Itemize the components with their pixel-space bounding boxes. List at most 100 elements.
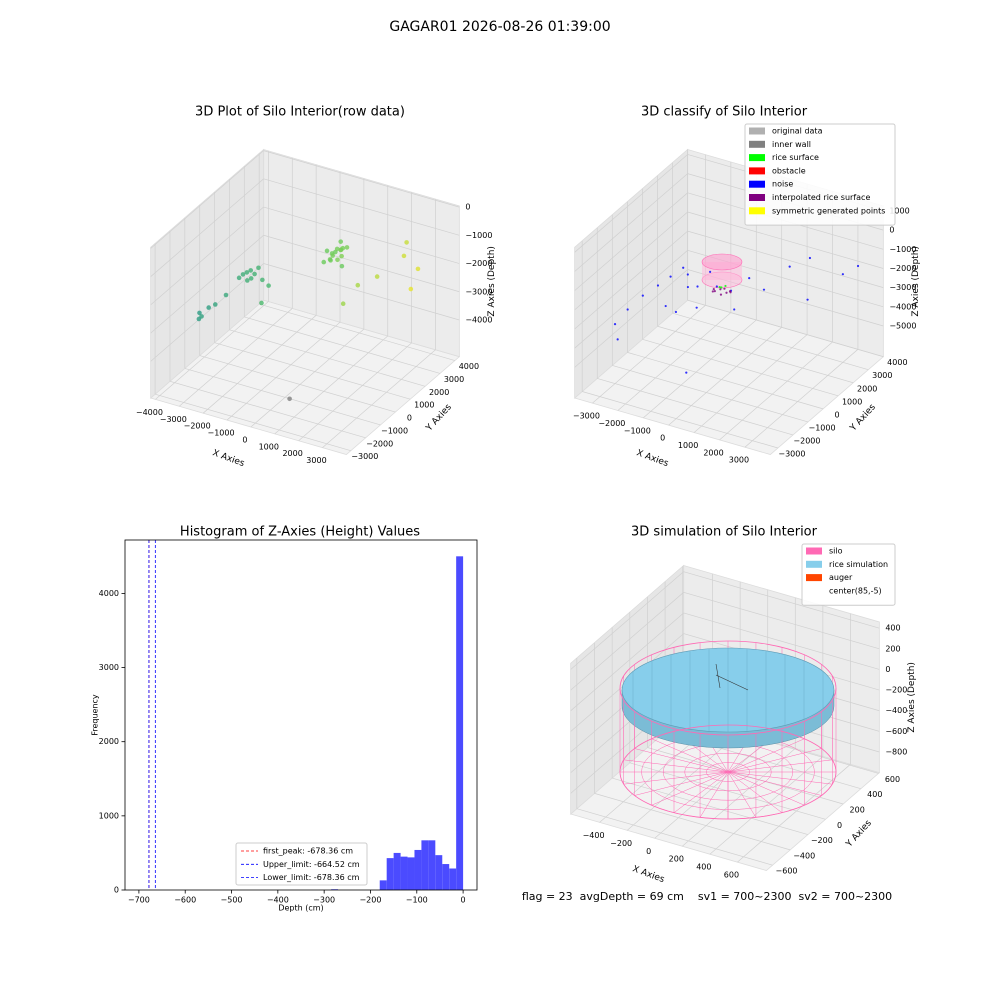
- x-tick-label: −700: [128, 896, 150, 905]
- point: [674, 310, 678, 314]
- legend-swatch: [806, 587, 822, 595]
- point: [656, 284, 660, 287]
- x-tick-label: 200: [669, 855, 684, 864]
- grid-line: [574, 250, 688, 349]
- bar: [414, 849, 422, 890]
- grid-line: [643, 319, 757, 419]
- x-tick-label: 600: [724, 871, 739, 880]
- grid-line: [179, 308, 293, 407]
- point: [245, 278, 250, 283]
- silo-spoke: [651, 738, 729, 773]
- z-tick-label: 200: [885, 644, 900, 653]
- point: [244, 270, 250, 275]
- grid-line: [683, 571, 880, 629]
- grid-line: [570, 592, 684, 691]
- point: [335, 257, 340, 263]
- point: [404, 240, 409, 245]
- point: [401, 253, 407, 259]
- grid-line: [597, 378, 794, 436]
- point: [664, 304, 667, 308]
- point: [340, 245, 346, 251]
- y-tick-label: 4000: [459, 362, 479, 371]
- y-tick-label: 3000: [444, 375, 464, 384]
- axes-frame: [124, 539, 478, 891]
- point: [733, 308, 736, 311]
- grid-line: [592, 305, 706, 404]
- point: [748, 277, 751, 280]
- grid-line: [574, 173, 688, 272]
- bar: [421, 840, 429, 890]
- grid-line: [693, 334, 808, 433]
- grid-line: [570, 571, 684, 670]
- grid-line: [683, 612, 880, 670]
- point: [415, 266, 421, 272]
- y-tick-label: −3000: [778, 449, 805, 458]
- bar: [400, 856, 408, 890]
- grid-line: [627, 352, 824, 410]
- legend-label: original data: [772, 127, 823, 136]
- point: [334, 246, 340, 252]
- legend-label: obstacle: [772, 166, 806, 175]
- point: [723, 287, 726, 290]
- silo-outline: [701, 253, 743, 271]
- y-tick-label: 2000: [429, 388, 449, 397]
- point: [223, 292, 229, 298]
- legend-box: [235, 842, 368, 886]
- legend-swatch: [806, 560, 822, 568]
- x-tick-label: 3000: [729, 456, 749, 465]
- y-tick-label: 600: [885, 775, 900, 784]
- legend-swatch: [749, 127, 765, 135]
- grid-line: [687, 230, 884, 288]
- z-tick-label: 0: [885, 665, 890, 674]
- grid-line: [250, 328, 365, 428]
- legend-label: noise: [772, 180, 793, 189]
- legend-label: silo: [829, 547, 843, 556]
- grid-line: [570, 612, 684, 712]
- bar: [435, 855, 443, 890]
- grid-line: [263, 150, 460, 208]
- point: [725, 291, 728, 294]
- x-tick-label: −4000: [136, 408, 163, 417]
- silo-spoke: [623, 771, 729, 785]
- grid-line: [298, 342, 412, 442]
- grid-line: [574, 192, 688, 291]
- grid-line: [617, 312, 732, 411]
- grid-line: [576, 808, 773, 866]
- point: [212, 302, 218, 307]
- point: [856, 264, 860, 268]
- legend-swatch: [749, 167, 765, 175]
- grid-line: [574, 211, 688, 311]
- x-tick-label: 0: [660, 434, 665, 443]
- grid-line: [150, 234, 264, 334]
- point: [374, 274, 380, 279]
- x-tick-label: 0: [242, 435, 247, 444]
- y-tick-label: −2000: [793, 436, 820, 445]
- z-tick-label: 0: [889, 226, 894, 235]
- grid-line: [263, 178, 460, 236]
- legend-swatch: [749, 154, 765, 162]
- legend-swatch: [749, 194, 765, 201]
- point: [641, 294, 644, 297]
- x-tick-label: 2000: [282, 449, 302, 458]
- auger-line: [715, 663, 749, 691]
- point: [206, 305, 212, 310]
- x-tick-label: −2000: [184, 422, 211, 431]
- y-tick-label: 3000: [872, 371, 892, 380]
- point: [248, 268, 254, 273]
- silo-spoke: [727, 771, 822, 796]
- point: [344, 245, 350, 250]
- point: [696, 285, 699, 288]
- z-tick-label: 1000: [889, 206, 909, 215]
- y-tick-label: −3000: [351, 452, 378, 461]
- grid-line: [202, 315, 317, 414]
- point: [669, 275, 672, 278]
- x-tick-label: −200: [359, 896, 381, 905]
- grid-line: [244, 316, 441, 374]
- point: [197, 310, 202, 316]
- x-axis-label: Depth (cm): [278, 904, 323, 913]
- grid-line: [574, 269, 688, 368]
- z-tick-label: −400: [885, 706, 907, 715]
- silo-spoke: [634, 771, 729, 796]
- point: [355, 282, 361, 288]
